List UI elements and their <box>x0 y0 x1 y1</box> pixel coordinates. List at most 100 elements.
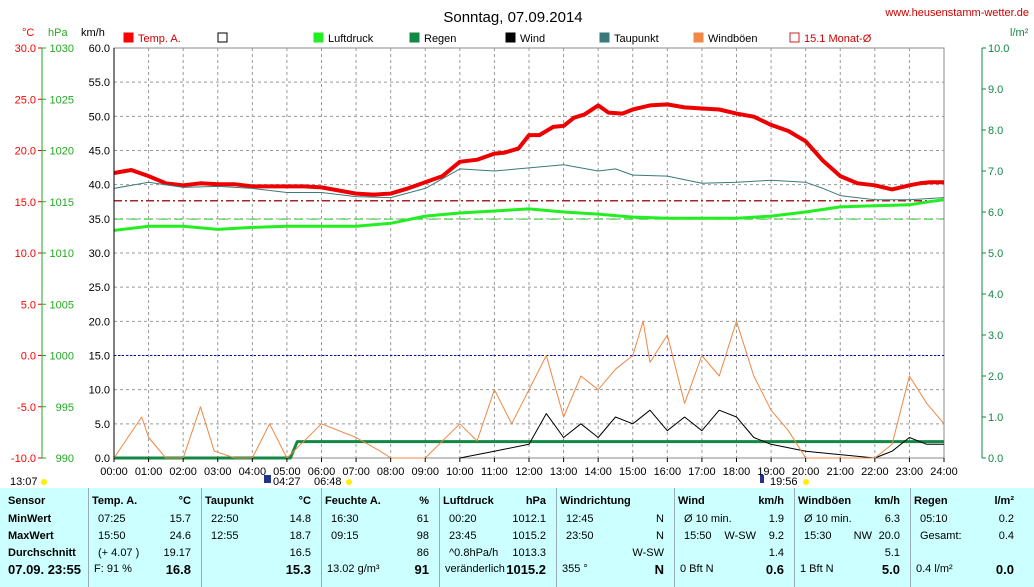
temp-tick-label: 30.0 <box>15 43 36 55</box>
kmh-tick-label: 25.0 <box>89 282 110 294</box>
col-unit: l/m² <box>994 495 1014 507</box>
x-tick-label: 17:00 <box>688 466 716 478</box>
x-tick-label: 08:00 <box>377 466 405 478</box>
stats-column <box>439 488 555 587</box>
col-unit: °C <box>178 495 191 507</box>
x-tick-label: 02:00 <box>169 466 197 478</box>
rain-unit: l/m² <box>1010 27 1029 39</box>
max-time: 15:50 <box>98 530 126 542</box>
kmh-tick-label: 5.0 <box>95 419 110 431</box>
left-axes: 30.0 25.0 20.0 15.0 10.0 5.0 0.0 -5.0 -10.0 1030 1… <box>11 43 115 465</box>
min-time: 05:10 <box>920 513 948 525</box>
col-unit: °C <box>298 495 311 507</box>
col-title: Wind <box>678 495 705 507</box>
series-temp-a- <box>113 102 944 197</box>
max-value: 98 <box>416 530 429 542</box>
x-tick-label: 19:00 <box>757 466 785 478</box>
max-time: 15:30 <box>804 530 832 542</box>
rain-tick-label: 2.0 <box>988 371 1003 383</box>
sunrise-time: 04:27 <box>273 476 301 488</box>
x-tick-label: 23:00 <box>896 466 924 478</box>
legend-label: Temp. A. <box>138 33 181 45</box>
col-unit: % <box>419 495 429 507</box>
stats-column <box>794 488 909 587</box>
current-value: 91 <box>414 562 429 577</box>
kmh-tick-label: 0.0 <box>95 453 110 465</box>
x-tick-label: 16:00 <box>654 466 682 478</box>
x-tick-label: 22:00 <box>861 466 889 478</box>
legend-label: 15.1 Monat-Ø <box>804 33 872 45</box>
current-value: 15.3 <box>285 562 311 577</box>
max-value: 24.6 <box>169 530 191 542</box>
min-time: Ø 10 min. <box>684 513 732 525</box>
x-tick-label: 13:00 <box>550 466 578 478</box>
rain-tick-label: 6.0 <box>988 207 1003 219</box>
sunset-time: 19:56 <box>770 476 798 488</box>
x-tick-label: 01:00 <box>135 466 163 478</box>
current-value: 16.8 <box>165 562 191 577</box>
min-value: N <box>656 513 664 525</box>
avg-value: 5.1 <box>884 547 900 559</box>
col-unit: hPa <box>525 495 546 507</box>
current-value: 0.6 <box>765 562 784 577</box>
rain-tick-label: 5.0 <box>988 248 1003 260</box>
min-time: 00:20 <box>449 513 477 525</box>
legend-swatch <box>505 32 516 43</box>
x-tick-label: 00:00 <box>100 466 128 478</box>
current-value: 1015.2 <box>506 562 546 577</box>
legend-label: Wind <box>520 33 545 45</box>
stats-column <box>556 488 673 587</box>
max-time: 15:50 <box>684 530 712 542</box>
temp-tick-label: 15.0 <box>15 197 36 209</box>
min-value: 1.9 <box>768 513 784 525</box>
avg-value: 19.17 <box>163 547 191 559</box>
legend-swatch <box>789 32 800 43</box>
max-value: 18.7 <box>289 530 311 542</box>
temp-tick-label: 0.0 <box>21 351 36 363</box>
legend-label: Regen <box>424 33 456 45</box>
kmh-tick-label: 45.0 <box>89 146 110 158</box>
legend-swatch <box>409 32 420 43</box>
hpa-tick-label: 1010 <box>50 248 74 260</box>
stats-column <box>674 488 793 587</box>
avg-value: 1.4 <box>768 547 784 559</box>
avg-value: W-SW <box>632 547 664 559</box>
hpa-tick-label: 1005 <box>50 299 74 311</box>
rain-tick-label: 3.0 <box>988 330 1003 342</box>
temp-tick-label: -5.0 <box>17 402 36 414</box>
col-title: Luftdruck <box>443 495 494 507</box>
max-time: Gesamt: <box>920 530 962 542</box>
legend-swatch <box>599 32 610 43</box>
moon-rise-icon <box>803 479 809 485</box>
rain-tick-label: 8.0 <box>988 125 1003 137</box>
kmh-tick-label: 15.0 <box>89 351 110 363</box>
moon-icon <box>41 479 47 485</box>
hpa-tick-label: 1020 <box>50 146 74 158</box>
stats-column <box>321 488 438 587</box>
legend-swatch <box>693 32 704 43</box>
x-tick-label: 06:00 <box>308 466 336 478</box>
x-tick-label: 09:00 <box>411 466 439 478</box>
legend-swatch <box>217 32 228 43</box>
series-wind <box>459 409 944 459</box>
current-note: 13.02 g/m³ <box>327 563 380 575</box>
legend-swatch <box>123 32 134 43</box>
max-time: 23:45 <box>449 530 477 542</box>
kmh-tick-label: 50.0 <box>89 111 110 123</box>
dawn-time: 06:48 <box>314 476 342 488</box>
max-value: 1015.2 <box>512 530 546 542</box>
rain-tick-label: 4.0 <box>988 289 1003 301</box>
legend-label: Luftdruck <box>328 33 374 45</box>
sun-icon <box>346 479 352 485</box>
legend-label: Taupunkt <box>614 33 659 45</box>
rain-tick-label: 0.0 <box>988 453 1003 465</box>
hpa-tick-label: 990 <box>56 453 74 465</box>
stats-column <box>201 488 320 587</box>
temp-unit: °C <box>22 27 34 39</box>
stats-table: Sensor MinWert MaxWert Durchschnitt 07.09. 2… <box>0 488 1034 587</box>
kmh-tick-label: 20.0 <box>89 316 110 328</box>
min-time: 16:30 <box>331 513 359 525</box>
x-tick-label: 21:00 <box>826 466 854 478</box>
current-note: 1 Bft N <box>800 563 834 575</box>
x-tick-label: 04:00 <box>239 466 267 478</box>
